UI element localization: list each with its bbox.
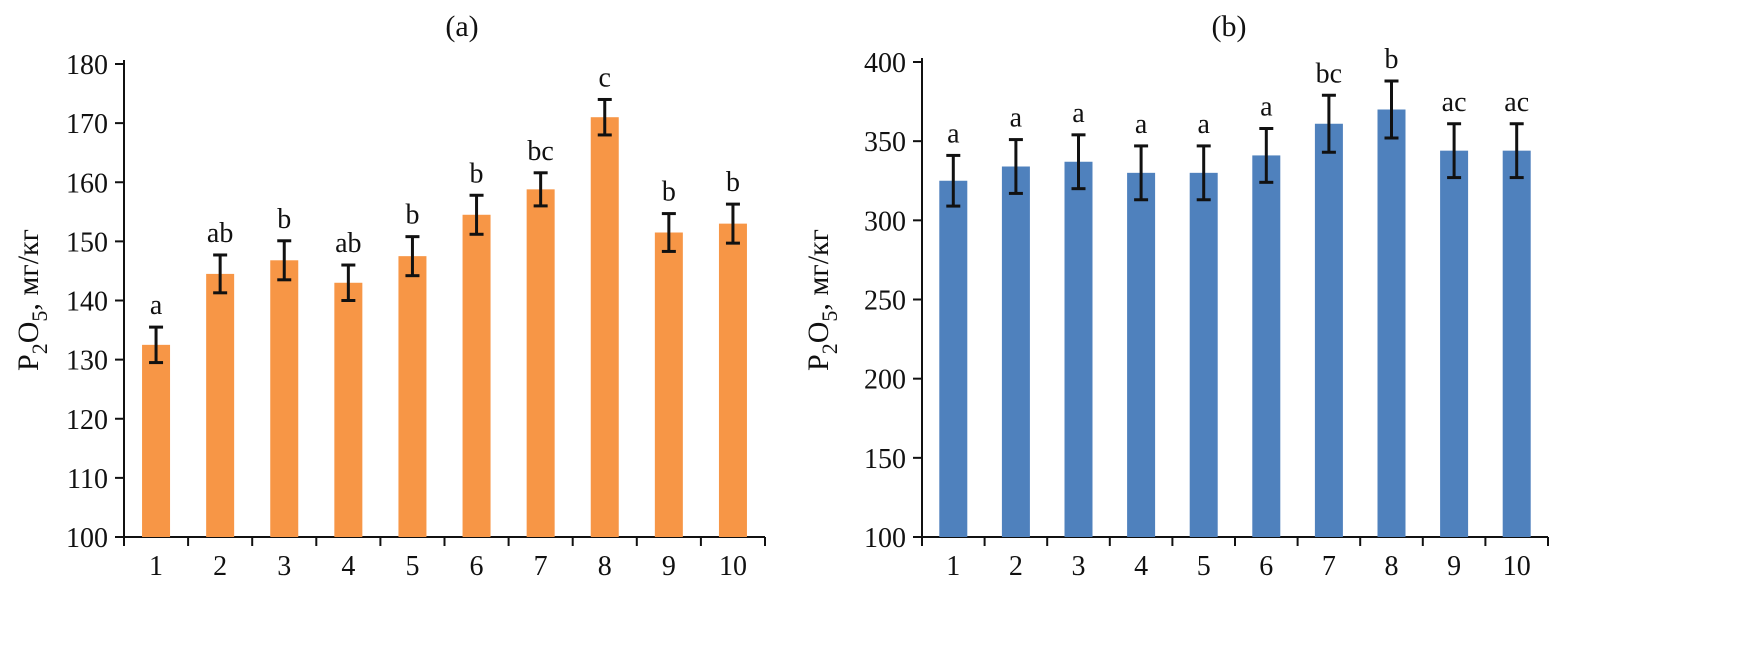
- y-tick-label: 150: [66, 227, 108, 258]
- significance-letter: b: [662, 177, 676, 208]
- y-tick-label: 100: [66, 523, 108, 554]
- bar-6: [462, 214, 491, 538]
- bar-4: [1127, 172, 1156, 538]
- y-axis-label: P2O5, мг/кг: [802, 229, 842, 371]
- significance-letter: b: [726, 167, 740, 198]
- significance-letter: a: [1135, 109, 1148, 140]
- x-tick-label: 8: [598, 551, 612, 582]
- x-tick-label: 1: [946, 551, 960, 582]
- x-tick-label: 2: [213, 551, 227, 582]
- panel-title: (b): [1212, 10, 1247, 43]
- bar-5: [1189, 172, 1218, 538]
- y-axis-label-part: , мг/кг: [12, 229, 45, 311]
- x-tick-label: 3: [1072, 551, 1086, 582]
- x-tick-label: 5: [1197, 551, 1211, 582]
- y-axis-label-part: P: [12, 354, 45, 371]
- y-axis-label-part: O: [802, 322, 835, 344]
- bar-1: [939, 180, 968, 537]
- significance-letter: a: [947, 118, 960, 149]
- y-axis-label-part: P: [802, 354, 835, 371]
- bar-9: [654, 232, 683, 537]
- significance-letter: b: [277, 204, 291, 235]
- y-tick-label: 130: [66, 346, 108, 377]
- bar-3: [1064, 161, 1093, 537]
- x-tick-label: 5: [405, 551, 419, 582]
- bar-7: [526, 189, 555, 537]
- bar-8: [590, 117, 619, 538]
- y-axis-label-subscript: 2: [27, 343, 52, 354]
- bar-1: [142, 344, 171, 537]
- bar-8: [1377, 109, 1406, 537]
- significance-letter: a: [1010, 103, 1023, 134]
- bar-6: [1252, 155, 1281, 537]
- x-tick-label: 10: [1503, 551, 1531, 582]
- x-tick-label: 3: [277, 551, 291, 582]
- bar-2: [206, 273, 235, 537]
- bar-10: [1502, 150, 1531, 537]
- significance-letter: bc: [527, 136, 553, 167]
- x-tick-label: 9: [662, 551, 676, 582]
- y-tick-label: 110: [67, 464, 108, 495]
- y-tick-label: 400: [864, 48, 906, 79]
- x-tick-label: 10: [719, 551, 747, 582]
- y-tick-label: 250: [864, 286, 906, 317]
- significance-letter: b: [405, 200, 419, 231]
- x-tick-label: 4: [1134, 551, 1148, 582]
- chart-panel-2: (b)P2O5, мг/кг100150200250300350400a1a2a…: [802, 10, 1549, 582]
- y-axis-label-part: , мг/кг: [802, 229, 835, 311]
- bar-10: [718, 223, 747, 537]
- bar-5: [398, 256, 427, 537]
- x-tick-label: 1: [149, 551, 163, 582]
- bar-7: [1314, 123, 1343, 537]
- bar-3: [270, 260, 299, 537]
- significance-letter: ab: [335, 228, 361, 259]
- y-axis-label-subscript: 2: [817, 343, 842, 354]
- significance-letter: c: [599, 62, 611, 93]
- chart-panel-1: (a)P2O5, мг/кг10011012013014015016017018…: [12, 10, 766, 582]
- x-tick-label: 6: [1259, 551, 1273, 582]
- y-tick-label: 350: [864, 127, 906, 158]
- x-tick-label: 8: [1385, 551, 1399, 582]
- y-tick-label: 180: [66, 50, 108, 81]
- x-tick-label: 4: [341, 551, 355, 582]
- y-tick-label: 100: [864, 523, 906, 554]
- significance-letter: a: [1072, 98, 1085, 129]
- y-tick-label: 200: [864, 365, 906, 396]
- x-tick-label: 7: [534, 551, 548, 582]
- y-tick-label: 150: [864, 444, 906, 475]
- y-tick-label: 120: [66, 405, 108, 436]
- significance-letter: ac: [1442, 87, 1467, 118]
- bar-9: [1440, 150, 1469, 537]
- y-tick-label: 170: [66, 109, 108, 140]
- significance-letter: a: [1197, 109, 1210, 140]
- significance-letter: b: [1385, 44, 1399, 75]
- x-tick-label: 6: [470, 551, 484, 582]
- x-tick-label: 7: [1322, 551, 1336, 582]
- significance-letter: a: [1260, 92, 1273, 123]
- y-axis-label-subscript: 5: [817, 311, 842, 322]
- y-axis-label-subscript: 5: [27, 311, 52, 322]
- y-axis-label-part: O: [12, 322, 45, 344]
- y-tick-label: 140: [66, 287, 108, 318]
- panel-title: (a): [445, 10, 478, 43]
- significance-letter: b: [470, 158, 484, 189]
- y-tick-label: 300: [864, 206, 906, 237]
- significance-letter: ab: [207, 218, 233, 249]
- significance-letter: ac: [1504, 87, 1529, 118]
- bar-2: [1001, 166, 1030, 537]
- y-axis-label: P2O5, мг/кг: [12, 229, 52, 371]
- x-tick-label: 9: [1447, 551, 1461, 582]
- significance-letter: bc: [1316, 58, 1342, 89]
- x-tick-label: 2: [1009, 551, 1023, 582]
- significance-letter: a: [150, 290, 163, 321]
- y-tick-label: 160: [66, 168, 108, 199]
- bar-4: [334, 282, 363, 537]
